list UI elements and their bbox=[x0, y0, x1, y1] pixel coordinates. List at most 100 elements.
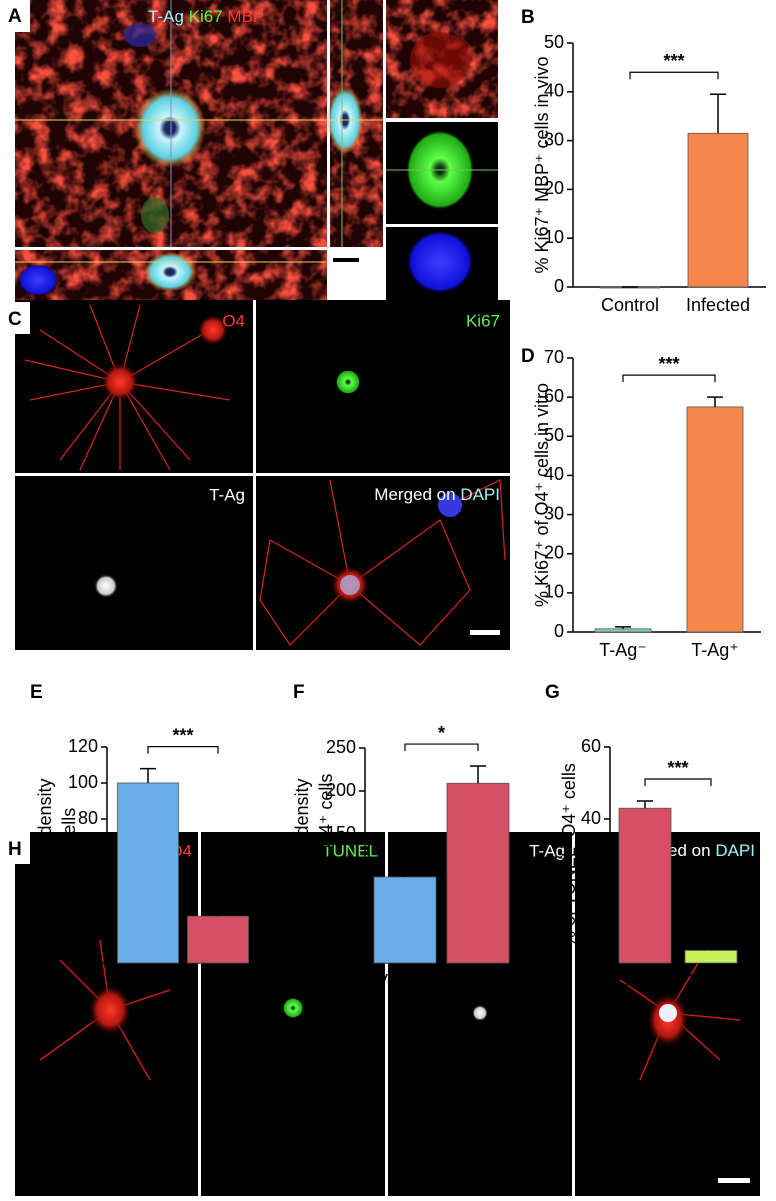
y-tick-label: 200 bbox=[326, 780, 356, 800]
y-tick-label: 60 bbox=[544, 386, 564, 406]
x-tick-label: T-Ag⁺ bbox=[691, 640, 739, 660]
bar bbox=[618, 807, 672, 964]
image-label: Merged on DAPI bbox=[374, 485, 500, 504]
y-tick-label: 20 bbox=[544, 178, 564, 198]
label-tag: T-Ag bbox=[148, 7, 184, 26]
panel-letter: F bbox=[293, 682, 305, 703]
label-dapi: DAPI bbox=[460, 485, 500, 504]
letter-box bbox=[0, 0, 30, 32]
error-bar bbox=[615, 626, 631, 629]
panel-letter: E bbox=[30, 682, 43, 703]
x-tick-label: T-Ag⁻ bbox=[599, 640, 647, 660]
y-tick-label: 60 bbox=[581, 736, 601, 756]
x-tick-label: Vehicle bbox=[376, 971, 434, 991]
panel-letter: D bbox=[521, 346, 535, 367]
label-dapi: DAPI bbox=[715, 841, 755, 860]
significance-label: * bbox=[438, 723, 445, 743]
significance-bracket bbox=[644, 778, 712, 786]
label-mbp: MBP bbox=[227, 7, 264, 26]
y-axis-label: % of TUNEL⁺O4⁺ cells bbox=[559, 763, 579, 947]
significance-bracket bbox=[404, 743, 479, 752]
bar bbox=[686, 406, 744, 633]
y-tick-label: 20 bbox=[544, 542, 564, 562]
y-tick-label: 40 bbox=[581, 808, 601, 828]
y-tick-label: 0 bbox=[554, 621, 564, 641]
y-axis-label: % Ki67⁺ of O4⁺ cells in vitro bbox=[532, 383, 552, 607]
significance-label: *** bbox=[172, 725, 193, 745]
significance-bracket bbox=[622, 374, 716, 383]
significance-bracket bbox=[147, 746, 219, 754]
y-tick-label: 150 bbox=[326, 823, 356, 843]
y-tick-label: 20 bbox=[78, 916, 98, 936]
y-tick-label: 30 bbox=[544, 503, 564, 523]
y-tick-label: 40 bbox=[544, 464, 564, 484]
y-axis-label: of O4⁺ cells bbox=[59, 808, 79, 903]
error-bar bbox=[707, 396, 723, 407]
y-tick-label: 70 bbox=[544, 347, 564, 367]
panel-letter: H bbox=[8, 839, 22, 860]
error-bar bbox=[210, 904, 226, 917]
y-tick-label: 100 bbox=[326, 866, 356, 886]
panel-letter: B bbox=[521, 7, 535, 28]
y-axis-label: Normalized density bbox=[292, 778, 312, 931]
y-tick-label: 0 bbox=[346, 952, 356, 972]
y-axis-label: % Ki67⁺ MBP⁺ cells in vivo bbox=[532, 56, 552, 273]
panel-letter: G bbox=[545, 682, 560, 703]
significance-label: *** bbox=[658, 354, 679, 374]
error-bar bbox=[703, 945, 719, 951]
x-tick-label: JCV bbox=[201, 971, 235, 991]
y-tick-label: 40 bbox=[78, 880, 98, 900]
y-tick-label: 20 bbox=[581, 880, 601, 900]
error-bar bbox=[397, 861, 413, 877]
panel-a-images bbox=[15, 0, 498, 300]
panel-letter: C bbox=[8, 309, 22, 330]
y-tick-label: 100 bbox=[68, 772, 98, 792]
y-tick-label: 0 bbox=[88, 952, 98, 972]
bar bbox=[687, 132, 749, 288]
bar bbox=[373, 876, 437, 964]
letter-box bbox=[0, 832, 30, 864]
label-ki67: Ki67 bbox=[189, 7, 223, 26]
y-tick-label: 0 bbox=[554, 276, 564, 296]
y-tick-label: 80 bbox=[78, 808, 98, 828]
bar bbox=[684, 950, 738, 964]
y-tick-label: 50 bbox=[544, 32, 564, 52]
y-tick-label: 30 bbox=[544, 129, 564, 149]
y-tick-label: 50 bbox=[544, 425, 564, 445]
y-tick-label: 50 bbox=[336, 909, 356, 929]
y-tick-label: 120 bbox=[68, 736, 98, 756]
error-bar bbox=[710, 93, 726, 134]
error-bar bbox=[637, 800, 653, 809]
letter-box bbox=[0, 302, 30, 334]
y-axis-label: Normalized density bbox=[35, 778, 55, 931]
x-tick-label: Vehicle bbox=[119, 971, 177, 991]
x-tick-label: T-Ag⁺ bbox=[621, 971, 669, 991]
panel-c-images bbox=[15, 300, 510, 650]
panel-letter: A bbox=[8, 6, 22, 27]
x-tick-label: Control bbox=[601, 295, 659, 315]
significance-label: *** bbox=[663, 51, 684, 71]
y-tick-label: 0 bbox=[591, 952, 601, 972]
y-tick-label: 10 bbox=[544, 582, 564, 602]
x-tick-label: Infected bbox=[686, 295, 750, 315]
bar bbox=[187, 915, 249, 964]
image-label: O4 bbox=[222, 311, 245, 330]
image-label: T-Ag bbox=[529, 841, 565, 860]
significance-bracket bbox=[629, 71, 719, 80]
image-label: TUNEL bbox=[322, 841, 378, 860]
x-tick-label: VP1⁺ bbox=[689, 971, 733, 991]
x-tick-label: JCV bbox=[461, 971, 495, 991]
y-tick-label: 40 bbox=[544, 81, 564, 101]
y-tick-label: 10 bbox=[544, 227, 564, 247]
error-bar bbox=[140, 767, 156, 783]
label-merged: Merged on bbox=[374, 485, 455, 504]
panel-a-label: T-Ag Ki67 MBP bbox=[148, 7, 264, 26]
bar bbox=[117, 782, 179, 964]
bar bbox=[594, 628, 652, 633]
bar bbox=[446, 782, 510, 964]
y-tick-label: 60 bbox=[78, 844, 98, 864]
y-axis-label: of TUNEL⁺O4⁺ cells bbox=[316, 774, 336, 937]
error-bar bbox=[470, 765, 486, 784]
